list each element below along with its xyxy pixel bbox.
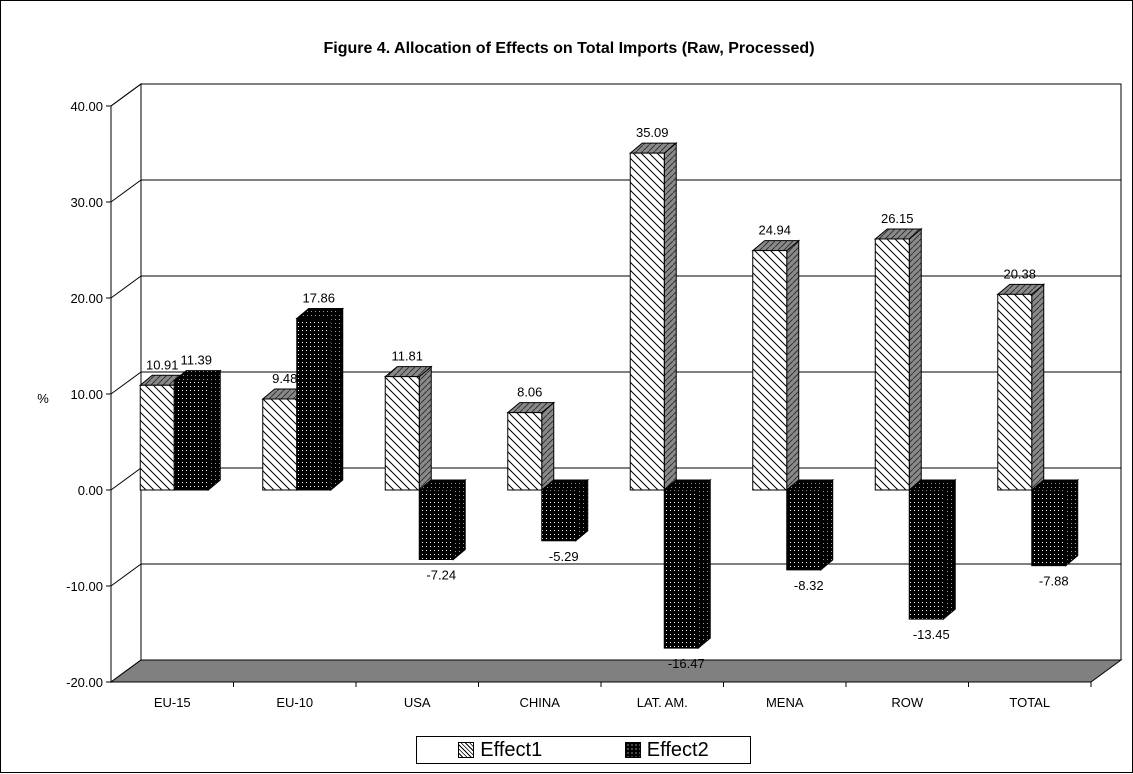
- data-label: -7.24: [426, 568, 456, 583]
- bar: [628, 142, 678, 492]
- legend-label-effect1: Effect1: [480, 738, 543, 761]
- bar-front: [418, 489, 454, 561]
- bar-side: [908, 227, 922, 492]
- data-labels: 10.91 11.39 9.48 17.86 11.81 -7.24 8.06 -5.29 35…: [146, 125, 1069, 671]
- gridline-side: [110, 275, 142, 299]
- x-tick-label: EU-10: [276, 695, 313, 710]
- x-tick-label: CHINA: [520, 695, 561, 710]
- data-label: 10.91: [146, 357, 179, 372]
- bar: [1030, 478, 1080, 567]
- bar-side: [207, 369, 221, 492]
- y-tick-label: -10.00: [66, 579, 103, 594]
- bar-front: [663, 489, 699, 649]
- y-tick-label: 30.00: [70, 195, 103, 210]
- y-tick-label: 40.00: [70, 99, 103, 114]
- bar-side: [541, 401, 555, 492]
- bar: [662, 478, 712, 650]
- data-label: -8.32: [794, 578, 824, 593]
- dots-swatch-icon: [624, 742, 641, 758]
- floor: [109, 659, 1123, 683]
- bar-front: [874, 238, 910, 491]
- plot-walls: [109, 83, 1123, 683]
- gridline-side: [110, 83, 142, 107]
- legend-label-effect2: Effect2: [646, 738, 709, 761]
- data-label: -5.29: [549, 549, 579, 564]
- data-label: -16.47: [668, 656, 705, 671]
- data-label: 8.06: [517, 385, 542, 400]
- bar-front: [173, 380, 209, 491]
- y-tick-label: -20.00: [66, 675, 103, 690]
- bar-side: [452, 478, 466, 561]
- y-tick-label: 0.00: [78, 483, 103, 498]
- bar: [417, 478, 467, 561]
- bar: [751, 239, 801, 492]
- data-label: 17.86: [302, 291, 335, 306]
- bar-front: [384, 376, 420, 491]
- axes: -20.00 -10.00 0.00 10.00 20.00 30.00 40.00 EU-1…: [66, 99, 1092, 710]
- bar-side: [942, 478, 956, 621]
- x-tick-label: TOTAL: [1009, 695, 1050, 710]
- hatch-swatch-icon: [458, 742, 475, 758]
- bar: [383, 365, 433, 492]
- chart-title: Figure 4. Allocation of Effects on Total…: [323, 40, 814, 57]
- bar: [873, 227, 923, 492]
- bar-front: [908, 489, 944, 620]
- legend-item-effect1: Effect1: [458, 739, 542, 762]
- bar-front: [296, 318, 332, 491]
- bar-front: [752, 250, 788, 491]
- gridline-side: [110, 467, 142, 491]
- x-tick-label: LAT. AM.: [637, 695, 688, 710]
- bar: [907, 478, 957, 621]
- bar: [295, 307, 345, 492]
- y-axis-label: %: [37, 391, 49, 406]
- bar-front: [1031, 489, 1067, 567]
- x-tick-label: ROW: [891, 695, 924, 710]
- bar-front: [997, 293, 1033, 491]
- x-tick-label: USA: [404, 695, 431, 710]
- data-label: -7.88: [1039, 574, 1069, 589]
- x-tick-label: EU-15: [154, 695, 191, 710]
- data-label: 26.15: [881, 211, 914, 226]
- x-tick-label: MENA: [766, 695, 804, 710]
- legend: Effect1 Effect2: [416, 736, 751, 764]
- bar: [540, 478, 590, 542]
- bar-side: [786, 239, 800, 492]
- bar-front: [541, 489, 577, 542]
- data-label: 9.48: [272, 371, 297, 386]
- bar-side: [1065, 478, 1079, 567]
- y-tick-label: 10.00: [70, 387, 103, 402]
- gridline-side: [110, 563, 142, 587]
- bar-side: [697, 478, 711, 650]
- bars: [138, 142, 1080, 650]
- bar-front: [786, 489, 822, 571]
- data-label: 11.39: [180, 353, 212, 368]
- bar-side: [330, 307, 344, 492]
- gridline-side: [110, 371, 142, 395]
- bar: [785, 478, 835, 571]
- bar-side: [820, 478, 834, 571]
- data-label: 11.81: [391, 349, 423, 364]
- bar-side: [663, 142, 677, 492]
- bar: [172, 369, 222, 492]
- y-tick-label: 20.00: [70, 291, 103, 306]
- bar-front: [262, 398, 298, 491]
- bar: [996, 283, 1046, 492]
- legend-item-effect2: Effect2: [624, 738, 709, 762]
- bar-side: [418, 365, 432, 492]
- bar: [506, 401, 556, 492]
- data-label: 35.09: [636, 125, 669, 140]
- data-label: 20.38: [1003, 266, 1036, 281]
- gridline-side: [110, 179, 142, 203]
- bar-side: [1031, 283, 1045, 492]
- bar-front: [507, 412, 543, 491]
- data-label: 24.94: [758, 223, 791, 238]
- data-label: -13.45: [913, 627, 950, 642]
- bar-front: [139, 384, 175, 491]
- bar-front: [629, 152, 665, 491]
